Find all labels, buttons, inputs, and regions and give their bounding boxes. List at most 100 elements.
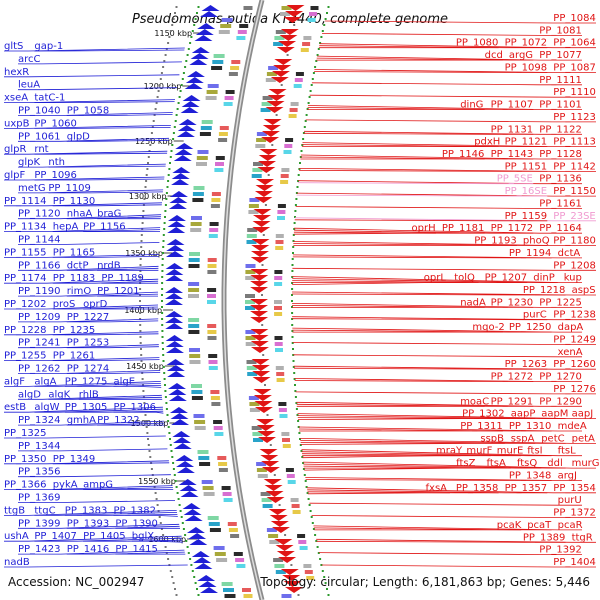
feature-tile (209, 528, 221, 532)
gene-leader-line (52, 280, 159, 284)
gene-label: PP_1096 (34, 170, 77, 181)
track-dot (161, 270, 164, 272)
track-dot (320, 564, 323, 566)
track-dot (161, 264, 164, 266)
gene-leader-line (296, 401, 582, 407)
plus-strand-gene-arrow (286, 5, 305, 11)
track-dot (161, 258, 164, 260)
gene-leader-line (18, 87, 178, 91)
feature-tile (222, 492, 232, 496)
gene-leader-line (4, 485, 173, 490)
gene-label: PP_1399 (18, 518, 61, 529)
track-dot (139, 300, 141, 302)
gene-label: PP_1405 (83, 531, 126, 542)
gene-leader-line (299, 170, 548, 172)
gene-label: PP_1311 (460, 421, 503, 432)
gene-leader-line (18, 448, 168, 452)
track-dot (162, 366, 165, 368)
gene-leader-line (18, 549, 185, 555)
gene-label: PP_1165 (53, 247, 96, 258)
gene-leader-line (4, 254, 159, 258)
gene-label: aapJ (572, 409, 594, 420)
gene-label: PP_1404 (553, 557, 596, 568)
feature-tile (220, 24, 232, 28)
track-dot (164, 204, 167, 206)
gene-label: PP_1077 (539, 50, 582, 61)
gene-leader-line (18, 214, 162, 220)
feature-tile (280, 174, 289, 178)
feature-tile (209, 222, 219, 226)
gene-leader-line (303, 463, 566, 469)
track-dot (164, 54, 167, 56)
gene-leader-line (18, 523, 180, 529)
gene-label: PP_23SE (553, 211, 595, 222)
plus-strand-gene-arrow (275, 545, 294, 551)
gene-leader-line (18, 61, 182, 65)
plus-strand-gene-arrow (265, 107, 284, 113)
plus-strand-gene-arrow (251, 239, 270, 245)
track-dot (197, 594, 200, 596)
gene-label: PP_1227 (67, 312, 110, 323)
track-dot (184, 534, 187, 536)
track-dot (164, 546, 167, 548)
track-dot (298, 432, 301, 434)
plus-strand-gene-arrow (265, 491, 284, 497)
feature-tile (280, 12, 290, 16)
backbone-highlight (223, 0, 263, 600)
feature-tile (208, 366, 218, 370)
plus-strand-gene-arrow (256, 419, 275, 425)
gene-leader-line (113, 411, 164, 414)
gene-leader-line (317, 55, 582, 61)
track-dot (291, 336, 294, 338)
plus-strand-gene-arrow (254, 401, 273, 407)
gene-leader-line (303, 461, 596, 469)
gene-label: nadB (4, 557, 30, 568)
feature-tile (199, 132, 211, 136)
feature-tile (245, 270, 256, 274)
feature-tile (209, 228, 219, 232)
track-dot (139, 276, 142, 278)
gene-label: hepA (53, 222, 79, 233)
feature-tile (306, 576, 315, 580)
track-dot (182, 72, 185, 74)
feature-tile (260, 108, 271, 112)
track-dot (142, 384, 144, 386)
plus-strand-gene-arrow (270, 77, 289, 83)
track-dot (317, 552, 320, 554)
feature-tile (239, 24, 249, 28)
feature-tile (269, 540, 280, 544)
minus-strand-gene-arrow (190, 53, 209, 59)
gene-leader-line (321, 33, 582, 36)
gene-label: algD (18, 389, 41, 400)
track-dot (297, 426, 300, 428)
track-dot (163, 60, 166, 62)
track-dot (152, 480, 155, 482)
gene-label: PP_1120 (18, 209, 61, 220)
track-dot (145, 420, 148, 422)
track-dot (292, 348, 294, 350)
gene-leader-line (311, 515, 596, 518)
track-dot (264, 204, 267, 206)
track-dot (304, 120, 307, 122)
track-dot (321, 570, 324, 572)
minus-strand-gene-arrow (175, 455, 194, 461)
gene-leader-line (18, 420, 165, 426)
gene-leader-line (52, 204, 162, 207)
gene-label: PP_1080 (456, 38, 499, 49)
track-dot (295, 408, 298, 410)
gene-leader-line (297, 180, 582, 185)
track-dot (296, 186, 299, 188)
kbp-tick-label: 1450 kbp (126, 362, 164, 371)
gene-label: PP_1274 (67, 364, 110, 375)
feature-tile (256, 462, 267, 466)
plus-strand-gene-arrow (266, 497, 285, 503)
gene-label: nth (48, 157, 65, 168)
minus-strand-gene-arrow (177, 125, 196, 131)
track-dot (284, 534, 287, 536)
gene-leader-line (300, 443, 505, 445)
gene-label: PP_1372 (553, 508, 596, 519)
minus-strand-gene-arrow (167, 227, 186, 233)
track-dot (262, 234, 265, 236)
feature-tile (223, 102, 233, 106)
plus-strand-gene-arrow (271, 527, 290, 533)
